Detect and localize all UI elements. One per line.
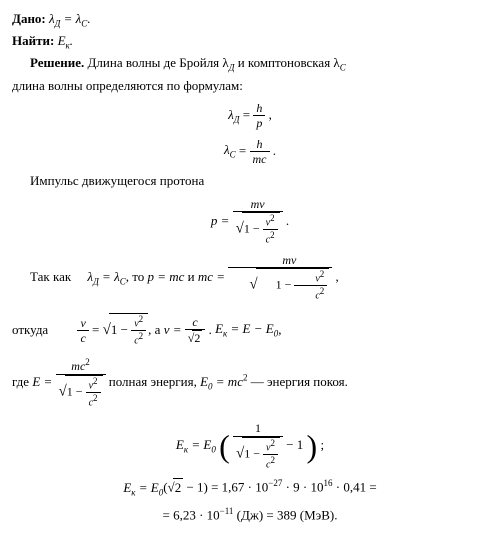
result-line1: Eк = E0(√2 − 1) = 1,67 · 10−27 · 9 · 101…	[12, 477, 488, 499]
equation-3: p = mv √1 − v2c2 .	[12, 197, 488, 247]
find-line: Найти: Eк.	[12, 32, 488, 52]
solution-label: Решение.	[30, 55, 84, 70]
where-line: где E = mc2 √1 − v2c2 полная энергия, E0…	[12, 357, 488, 409]
condition-line: Так как λД = λС, то p = mc и mc = mv √1 …	[12, 253, 488, 303]
final-equation: Eк = E0 ( 1 √1 − v2c2 − 1 ) ;	[12, 421, 488, 471]
equation-1: λД = h p ,	[12, 101, 488, 131]
given-expr: λД = λС.	[49, 11, 91, 26]
whence-line: откуда v c = √1 − v2c2, а v = c √2 . Eк …	[12, 313, 488, 348]
solution-line1: Решение. Длина волны де Бройля λД и комп…	[12, 54, 488, 74]
given-line: Дано: λД = λС.	[12, 10, 488, 30]
solution-line2: длина волны определяются по формулам:	[12, 77, 488, 95]
impulse-text: Импульс движущегося протона	[12, 172, 488, 190]
result-line2: = 6,23 · 10−11 (Дж) = 389 (МэВ).	[12, 505, 488, 525]
given-label: Дано:	[12, 11, 46, 26]
equation-2: λС = h mc .	[12, 137, 488, 167]
find-expr: Eк.	[58, 33, 73, 48]
find-label: Найти:	[12, 33, 54, 48]
